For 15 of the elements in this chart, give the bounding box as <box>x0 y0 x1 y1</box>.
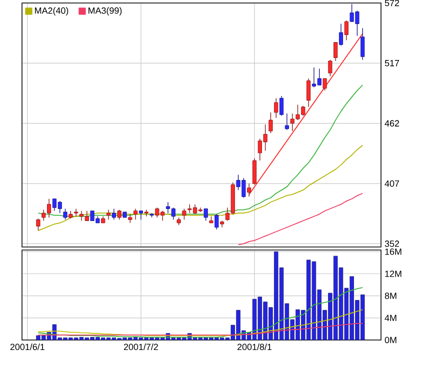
y-tick-label: 517 <box>384 60 400 66</box>
y-tick-label: 8M <box>384 292 396 300</box>
y-tick-label: 407 <box>384 180 400 187</box>
y-tick-label: 462 <box>384 120 400 127</box>
y-tick-label: 16M <box>385 248 402 255</box>
y-tick-label: 352 <box>384 240 400 247</box>
y-tick-label: 572 <box>384 0 400 6</box>
x-tick-label: 2001/6/1 <box>10 344 44 350</box>
legend-label: MA3(99) <box>88 7 122 16</box>
x-tick-label: 2001/7/2 <box>124 344 158 350</box>
legend-label: MA2(40) <box>35 7 68 16</box>
y-tick-label: 4M <box>384 314 396 321</box>
y-tick-label: 12M <box>385 270 402 277</box>
y-tick-label: 0M <box>384 336 396 344</box>
x-tick-label: 2001/8/1 <box>237 344 272 350</box>
